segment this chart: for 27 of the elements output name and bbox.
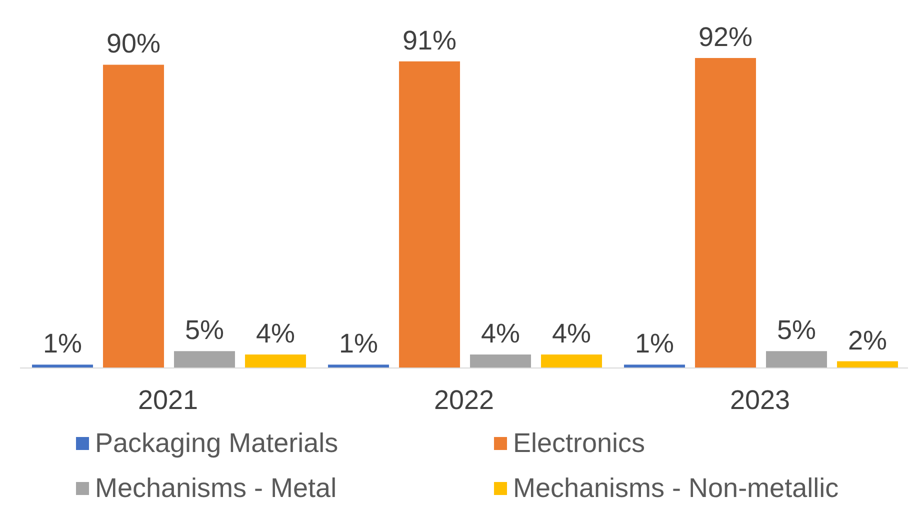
x-tick-label: 2022 xyxy=(434,385,494,416)
data-label: 5% xyxy=(184,315,224,346)
bar xyxy=(245,354,306,368)
bar xyxy=(695,58,756,368)
data-label: 4% xyxy=(256,318,296,349)
legend-label: Packaging Materials xyxy=(95,428,338,459)
legend-label: Electronics xyxy=(513,428,646,459)
x-tick-label: 2023 xyxy=(730,385,790,416)
legend-label: Mechanisms - Non-metallic xyxy=(513,473,839,504)
bar xyxy=(766,351,827,368)
data-label: 1% xyxy=(338,328,378,359)
data-label: 2% xyxy=(848,325,888,356)
data-label: 92% xyxy=(698,22,753,52)
data-label: 1% xyxy=(634,328,674,359)
data-label: 1% xyxy=(42,328,82,359)
bar xyxy=(470,354,531,368)
data-label: 5% xyxy=(776,315,816,346)
x-tick-label: 2021 xyxy=(138,385,198,416)
bar xyxy=(541,354,602,368)
bar xyxy=(399,61,460,368)
data-label: 91% xyxy=(402,25,457,56)
bar xyxy=(103,64,164,368)
bar xyxy=(174,351,235,368)
legend-label: Mechanisms - Metal xyxy=(95,473,337,504)
data-label: 4% xyxy=(552,318,592,349)
data-label: 4% xyxy=(480,318,520,349)
data-label: 90% xyxy=(106,28,161,59)
